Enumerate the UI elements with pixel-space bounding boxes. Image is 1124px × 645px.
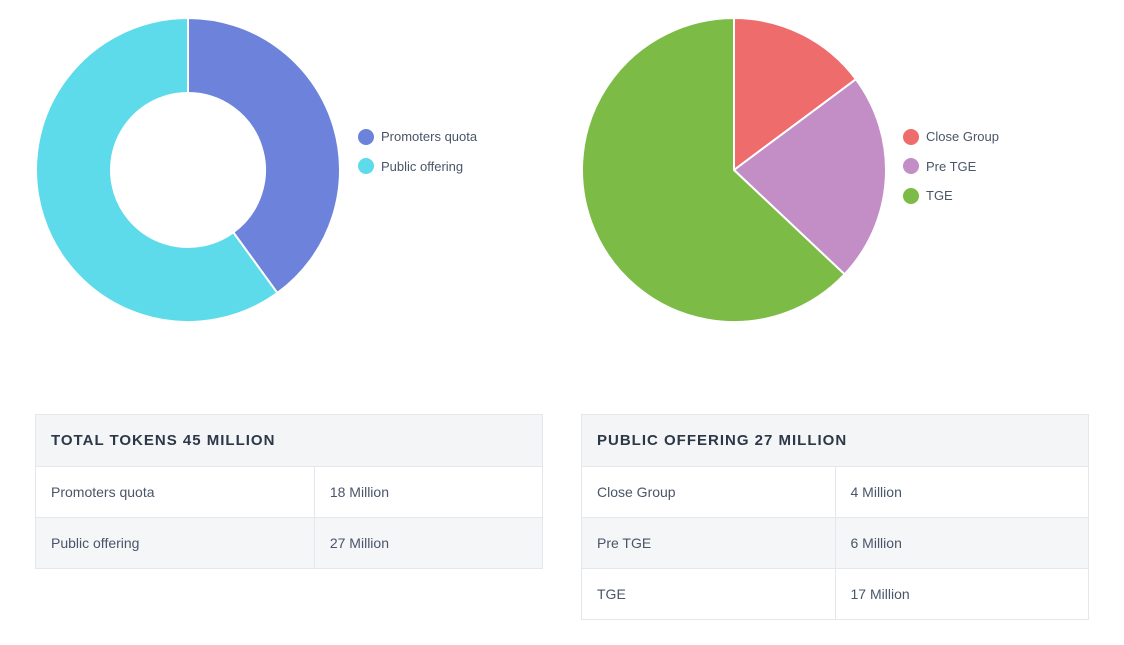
slice-promoters-quota[interactable]: [187, 16, 341, 295]
row-value: 6 Million: [834, 517, 1089, 569]
slice-public-offering[interactable]: [35, 16, 279, 323]
legend-swatch-close-group: [903, 128, 919, 145]
legend-swatch-tge: [903, 187, 919, 204]
legend-label: Public offering: [381, 158, 464, 174]
table-row: TGE 17 Million: [581, 568, 1089, 620]
table-title: PUBLIC OFFERING 27 MILLION: [581, 414, 1089, 467]
legend-item-pre-tge[interactable]: Pre TGE: [903, 152, 999, 182]
total-tokens-table: TOTAL TOKENS 45 MILLION Promoters quota …: [35, 414, 543, 569]
table-title: TOTAL TOKENS 45 MILLION: [35, 414, 543, 467]
row-value: 18 Million: [313, 466, 543, 518]
legend-item-tge[interactable]: TGE: [903, 181, 999, 211]
table-row: Pre TGE 6 Million: [581, 517, 1089, 569]
slice-pre-tge[interactable]: [732, 77, 887, 276]
legend-item-close-group[interactable]: Close Group: [903, 122, 999, 152]
legend-label: Pre TGE: [926, 158, 977, 174]
table-row: Public offering 27 Million: [35, 517, 543, 569]
slice-tge[interactable]: [581, 16, 846, 323]
row-label: Pre TGE: [581, 517, 835, 569]
table-row: Close Group 4 Million: [581, 466, 1089, 518]
donut-chart: [35, 16, 341, 323]
legend-item-public-offering[interactable]: Public offering: [358, 152, 477, 182]
legend-label: TGE: [926, 188, 953, 204]
legend-swatch-promoters-quota: [358, 128, 374, 145]
row-value: 17 Million: [834, 568, 1089, 620]
row-label: Promoters quota: [35, 466, 315, 518]
legend-label: Promoters quota: [381, 129, 478, 145]
legend-item-promoters-quota[interactable]: Promoters quota: [358, 122, 477, 152]
row-label: Close Group: [581, 466, 835, 518]
legend-label: Close Group: [926, 129, 999, 145]
row-label: TGE: [581, 568, 835, 620]
pie-legend: Close Group Pre TGE TGE: [903, 122, 999, 211]
row-label: Public offering: [35, 517, 315, 569]
slice-close-group[interactable]: [733, 16, 858, 172]
row-value: 4 Million: [834, 466, 1089, 518]
legend-swatch-public-offering: [358, 158, 374, 175]
row-value: 27 Million: [313, 517, 543, 569]
public-offering-table: PUBLIC OFFERING 27 MILLION Close Group 4…: [581, 414, 1089, 620]
donut-legend: Promoters quota Public offering: [358, 122, 477, 181]
pie-chart: [581, 16, 887, 323]
table-row: Promoters quota 18 Million: [35, 466, 543, 518]
legend-swatch-pre-tge: [903, 158, 919, 175]
